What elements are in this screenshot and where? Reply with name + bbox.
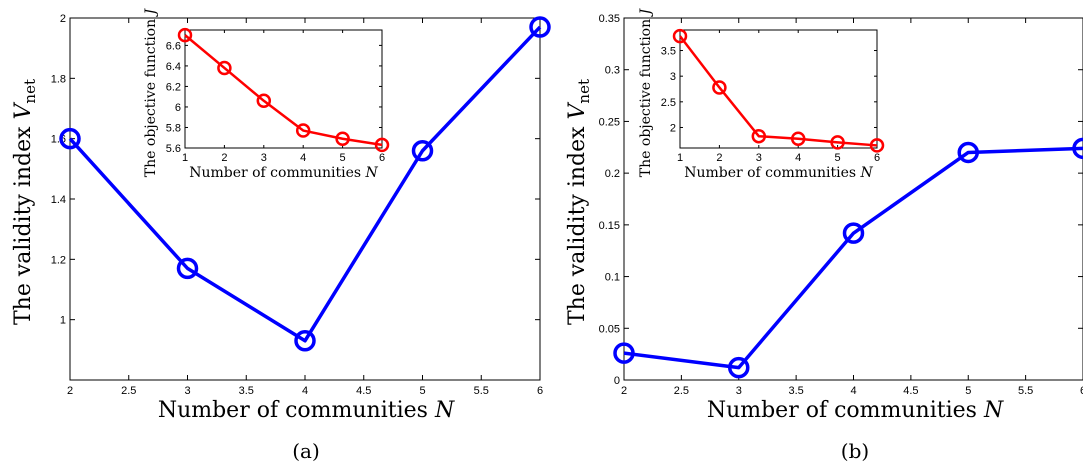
panel-a-ytick-label: 1.4 (51, 194, 66, 206)
panel-b-ytick-label: 0.3 (605, 65, 620, 77)
panel-b-inset-xtick-label: 4 (795, 152, 801, 164)
panel-b-inset-xtick-label: 1 (677, 152, 683, 164)
panel-b-inset-data-point (830, 135, 845, 150)
panel-a-inset-data-point (256, 93, 272, 109)
panel-b-xtick-label: 2 (621, 385, 627, 397)
panel-a-ytick-label: 1.2 (51, 254, 66, 266)
panel-b-inset-data-point (869, 138, 885, 153)
panel-a-xtick-label: 4 (302, 385, 308, 397)
panel-b-inset-group: 1 2 3 4 5 6 2 2.5 3 3.5 (661, 28, 885, 164)
panel-a-inset-xtick-label: 6 (379, 152, 385, 164)
panel-a-data-point (176, 257, 199, 280)
panel-a-ytick-label: 2 (60, 13, 66, 25)
panel-b-xlabel: Number of communities N (707, 398, 1004, 423)
panel-b-xtick-label: 5.5 (1018, 385, 1033, 397)
panel-a-xtick-label: 4.5 (356, 385, 371, 397)
panel-a-ytick-label: 1.8 (51, 73, 66, 85)
panel-b-ytick-label: 0.1 (605, 272, 620, 284)
panel-a-xlabel: Number of communities N (158, 398, 455, 423)
panel-b-series-line (623, 146, 1083, 370)
panel-a-xtick-label: 5 (419, 385, 425, 397)
panel-a-data-point (411, 139, 434, 162)
panel-b-xtick-label: 3.5 (788, 385, 803, 397)
panel-b-ylabel: The validity index Vnet (565, 79, 593, 325)
panel-a-inset-xtick-label: 3 (261, 152, 267, 164)
panel-b-ytick-label: 0.35 (599, 13, 620, 25)
panel-a-inset-ylabel: The objective function J (143, 7, 159, 177)
panel-b-ytick-label: 0.05 (599, 323, 620, 335)
panel-a-inset-xtick-label: 2 (221, 152, 227, 164)
panel-a-inset-ytick-label: 6.4 (166, 61, 181, 73)
panel-b-ytick-label: 0 (614, 375, 620, 387)
panel-a-inset-data-point (335, 131, 350, 147)
panel-a-data-point (59, 127, 81, 150)
panel-b-inset-xtick-label: 6 (874, 152, 880, 164)
panel-b-inset-xtick-label: 3 (756, 152, 762, 164)
panel-b-xtick-label: 3 (736, 385, 742, 397)
panel-b-inset-axes-frame (679, 29, 878, 149)
panel-b-inset-ytick-label: 2 (670, 122, 676, 134)
panel-b-xtick-label: 5 (965, 385, 971, 397)
panel-a-inset-xtick-label: 5 (340, 152, 346, 164)
panel-b-inset-data-point (712, 80, 727, 95)
panel-a-xtick-label: 6 (537, 385, 543, 397)
panel-b-inset-data-point (790, 131, 806, 147)
panel-b-inset-xtick-label: 2 (716, 152, 722, 164)
panel-b-ytick-label: 0.2 (605, 168, 620, 180)
panel-b-inset-ytick-label: 2.5 (661, 97, 676, 109)
panel-a-inset-group: 1 2 3 4 5 6 5.6 5.8 6 6.2 6.4 6.6 (166, 27, 390, 164)
panel-a-inset-data-point (177, 27, 193, 43)
panel-b-data-point (957, 141, 979, 164)
panel-b-ytick-label: 0.25 (599, 116, 620, 128)
panel-a-inset-data-point (217, 60, 232, 76)
panel-b-data-point (728, 356, 750, 379)
panel-a-inset-data-point (374, 137, 390, 153)
panel-b-xtick-label: 2.5 (674, 385, 689, 397)
panel-a-inset-ytick-label: 6.6 (166, 40, 181, 52)
panel-a-inset-ytick-label: 5.6 (166, 143, 181, 155)
panel-a-ytick-label: 1 (60, 315, 66, 327)
panel-a-data-point (529, 16, 551, 38)
panel-a-xtick-label: 3.5 (239, 385, 254, 397)
panel-a-inset-axes-frame (184, 29, 383, 149)
panel-a-inset-ytick-label: 6.2 (166, 81, 181, 93)
panel-b-data-point (842, 222, 865, 244)
panel-b-inset-data-point (672, 28, 688, 44)
panel-a-inset-ytick-label: 6 (175, 102, 181, 114)
panel-b-inset-xlabel: Number of communities N (684, 165, 873, 181)
panel-b-inset-ylabel: The objective function J (638, 7, 654, 177)
panel-a-inset-xlabel: Number of communities N (189, 165, 378, 181)
panel-a-xtick-label: 3 (184, 385, 190, 397)
panel-a-caption: (a) (292, 439, 320, 463)
panel-a-data-point (294, 330, 316, 352)
panel-b-data-point (613, 342, 635, 364)
panel-b-ytick-label: 0.15 (599, 220, 620, 232)
panel-a-inset-ytick-label: 5.8 (166, 122, 181, 134)
panel-b-xtick-label: 4.5 (903, 385, 918, 397)
panel-a-xtick-label: 5.5 (474, 385, 489, 397)
panel-b-inset-data-point (751, 128, 767, 144)
panel-a-inset-xtick-label: 1 (182, 152, 188, 164)
panel-a-xtick-label: 2.5 (121, 385, 136, 397)
panel-b-xtick-label: 6 (1080, 385, 1083, 397)
panel-a-xtick-label: 2 (67, 385, 73, 397)
panel-a-inset-data-point (295, 123, 311, 138)
panel-b-inset-xtick-label: 5 (835, 152, 841, 164)
panel-b-inset-ytick-label: 3.5 (661, 46, 676, 58)
panel-a-ylabel: The validity index Vnet (11, 79, 39, 325)
panel-b-data-point (1072, 137, 1083, 160)
panel-a-series-line (68, 25, 542, 343)
panel-a-inset-xtick-label: 4 (300, 152, 306, 164)
panel-b-xtick-label: 4 (850, 385, 856, 397)
panel-b-caption: (b) (841, 439, 869, 463)
panel-b-inset-ytick-label: 3 (670, 71, 676, 83)
